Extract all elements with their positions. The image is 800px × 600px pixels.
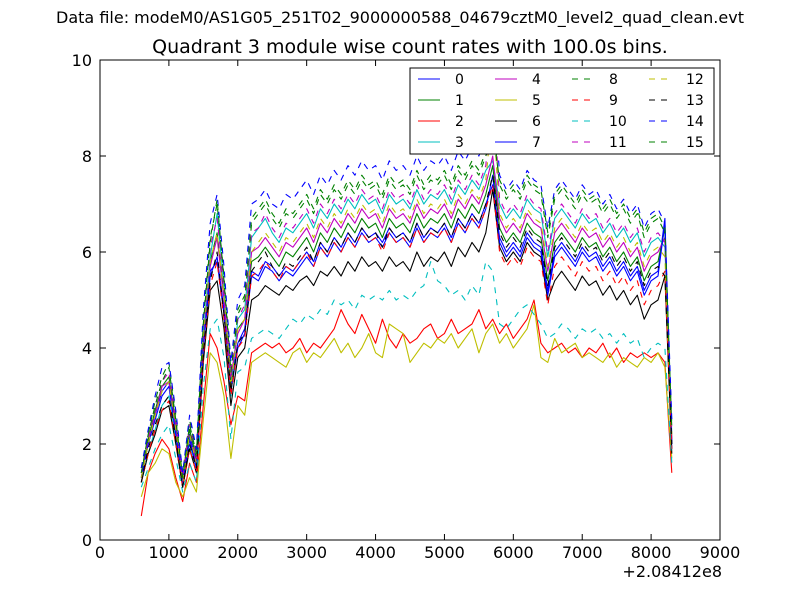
- legend-label-1: 1: [455, 93, 464, 109]
- y-tick-label: 10: [72, 51, 92, 70]
- x-tick-label: 0: [95, 543, 105, 562]
- legend-label-6: 6: [532, 114, 541, 130]
- plot-frame: [99, 59, 721, 541]
- x-tick-label: 1000: [149, 543, 190, 562]
- y-tick-label: 8: [82, 147, 92, 166]
- x-axis-offset-label: +2.08412e8: [622, 562, 722, 581]
- series-line-4: [140, 155, 673, 483]
- series-line-10: [140, 261, 673, 493]
- legend-label-14: 14: [686, 114, 704, 130]
- series-line-3: [140, 160, 673, 488]
- x-tick-label: 7000: [562, 543, 603, 562]
- series-line-1: [140, 165, 673, 479]
- legend-label-5: 5: [532, 93, 541, 109]
- x-tick-label: 5000: [424, 543, 465, 562]
- legend-label-7: 7: [532, 135, 541, 151]
- y-tick-label: 6: [82, 243, 92, 262]
- x-tick-label: 4000: [355, 543, 396, 562]
- series-line-2: [140, 299, 673, 517]
- legend-label-9: 9: [609, 93, 618, 109]
- legend-label-2: 2: [455, 114, 464, 130]
- x-tick-label: 8000: [631, 543, 672, 562]
- y-tick-label: 4: [82, 339, 92, 358]
- legend-label-13: 13: [686, 93, 704, 109]
- series-line-14: [140, 69, 673, 474]
- series-line-12: [140, 107, 673, 483]
- legend-label-12: 12: [686, 72, 704, 88]
- legend-label-10: 10: [609, 114, 627, 130]
- legend-label-3: 3: [455, 135, 464, 151]
- y-tick-label: 2: [82, 435, 92, 454]
- series-line-15: [140, 131, 673, 479]
- chart-title: Quadrant 3 module wise count rates with …: [152, 36, 668, 58]
- y-tick-label: 0: [82, 531, 92, 550]
- series-line-6: [140, 189, 673, 488]
- legend-frame: [409, 67, 715, 155]
- data-file-title: Data file: modeM0/AS1G05_251T02_90000005…: [56, 8, 744, 27]
- legend-label-11: 11: [609, 135, 627, 151]
- series-line-5: [140, 304, 673, 498]
- x-tick-label: 6000: [493, 543, 534, 562]
- x-tick-label: 9000: [700, 543, 741, 562]
- x-tick-label: 2000: [217, 543, 258, 562]
- legend-label-15: 15: [686, 135, 704, 151]
- legend-label-8: 8: [609, 72, 618, 88]
- x-tick-label: 3000: [286, 543, 327, 562]
- legend-label-0: 0: [455, 72, 464, 88]
- series-line-13: [140, 174, 673, 488]
- legend-label-4: 4: [532, 72, 541, 88]
